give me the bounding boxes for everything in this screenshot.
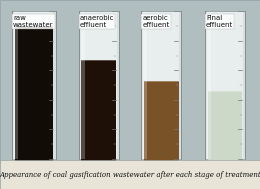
Bar	[0, 16, 260, 24]
Text: raw
wastewater: raw wastewater	[13, 15, 54, 28]
Bar	[0, 73, 260, 81]
Bar	[0, 146, 260, 154]
Ellipse shape	[5, 162, 63, 167]
Text: Appearance of coal gasification wastewater after each stage of treatment: Appearance of coal gasification wastewat…	[0, 171, 260, 179]
Ellipse shape	[199, 162, 251, 167]
Bar	[81, 11, 116, 159]
Bar	[0, 33, 260, 41]
Bar	[205, 11, 245, 159]
Text: anaerobic
effluent: anaerobic effluent	[80, 15, 114, 28]
Bar	[0, 49, 260, 57]
Bar	[141, 11, 181, 159]
Bar	[79, 11, 119, 159]
Bar	[0, 0, 260, 163]
Bar	[73, 163, 125, 170]
Bar	[0, 130, 260, 138]
Bar	[207, 91, 242, 174]
Bar	[207, 11, 243, 159]
Bar	[15, 26, 53, 174]
Bar	[144, 11, 179, 159]
Bar	[135, 163, 187, 170]
Text: Final
effluent: Final effluent	[206, 15, 233, 28]
Bar	[0, 160, 260, 189]
Bar	[142, 11, 147, 159]
Bar	[0, 8, 260, 16]
Bar	[0, 114, 260, 122]
Bar	[14, 11, 53, 159]
Bar	[0, 98, 260, 106]
Ellipse shape	[73, 162, 125, 167]
Bar	[0, 138, 260, 146]
Bar	[206, 11, 211, 159]
Bar	[0, 41, 260, 49]
Bar	[13, 11, 18, 159]
Bar	[80, 11, 85, 159]
Text: aerobic
effluent: aerobic effluent	[142, 15, 170, 28]
Bar	[0, 122, 260, 130]
Bar	[0, 24, 260, 33]
Bar	[144, 81, 179, 163]
Bar	[12, 11, 56, 159]
Bar	[0, 57, 260, 65]
Bar	[0, 81, 260, 89]
Bar	[0, 154, 260, 163]
Bar	[0, 65, 260, 73]
Bar	[0, 89, 260, 98]
Bar	[5, 163, 63, 170]
Bar	[199, 163, 251, 170]
Bar	[0, 0, 260, 8]
Bar	[81, 60, 116, 174]
Bar	[0, 106, 260, 114]
Ellipse shape	[135, 162, 187, 167]
